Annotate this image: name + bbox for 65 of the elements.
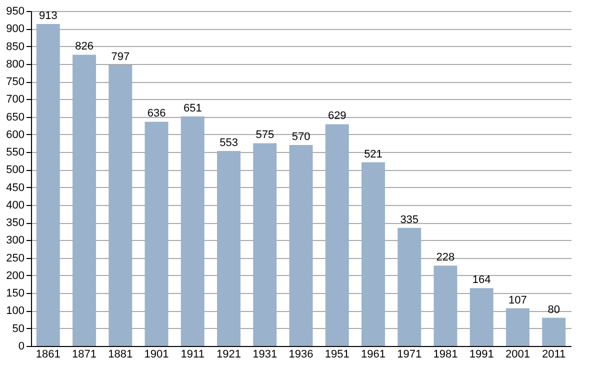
x-tick-label: 1911 [180, 348, 204, 360]
y-tick-label: 150 [6, 288, 24, 300]
bar [506, 308, 530, 346]
data-label: 913 [38, 10, 58, 22]
bar [398, 228, 422, 346]
data-label: 80 [548, 304, 560, 316]
bar [542, 318, 566, 346]
data-label: 575 [256, 129, 274, 142]
y-tick-label: 800 [6, 58, 24, 70]
bar [325, 124, 349, 346]
x-tick-label: 2011 [542, 348, 566, 360]
x-tick-label: 1871 [72, 348, 97, 360]
data-label: 521 [364, 148, 382, 160]
data-label: 164 [472, 274, 491, 286]
y-tick-label: 600 [6, 128, 24, 141]
bar [217, 150, 240, 346]
x-tick-label: 1881 [108, 348, 133, 360]
bar [144, 122, 168, 346]
data-label: 797 [111, 50, 130, 63]
x-tick-label: 2001 [505, 348, 530, 360]
x-tick-label: 1921 [216, 348, 241, 360]
x-tick-label: 1951 [324, 348, 350, 360]
bar [108, 64, 132, 346]
y-tick-label: 250 [6, 252, 24, 264]
y-tick-label: 750 [6, 76, 24, 88]
y-tick-label: 350 [6, 217, 24, 230]
data-label: 826 [75, 40, 94, 53]
x-tick-label: 1936 [288, 348, 314, 360]
x-tick-label: 1901 [144, 348, 169, 360]
bar [470, 288, 494, 346]
y-tick-label: 200 [6, 270, 24, 282]
y-tick-label: 50 [12, 322, 24, 335]
x-tick-label: 1991 [469, 348, 494, 360]
bar [180, 116, 204, 346]
y-tick-label: 550 [6, 146, 24, 159]
y-tick-label: 400 [6, 199, 24, 212]
y-tick-label: 100 [6, 305, 24, 318]
data-label: 629 [328, 110, 346, 122]
x-tick-label: 1931 [252, 348, 278, 360]
x-tick-label: 1961 [361, 348, 386, 360]
data-label: 570 [292, 131, 310, 143]
y-tick-label: 500 [6, 164, 24, 176]
bar [72, 54, 96, 346]
y-tick-label: 700 [6, 94, 24, 106]
bar [362, 162, 385, 346]
y-tick-label: 950 [6, 6, 24, 18]
data-label: 636 [147, 108, 166, 120]
bar [253, 143, 277, 346]
y-tick-label: 850 [6, 40, 24, 53]
x-tick-label: 1861 [36, 348, 60, 360]
data-label: 228 [436, 252, 455, 264]
x-tick-label: 1971 [397, 348, 422, 360]
bar [434, 266, 458, 346]
x-tick-label: 1981 [433, 348, 458, 360]
y-tick-label: 0 [18, 340, 24, 352]
bar [36, 24, 60, 346]
y-tick-label: 900 [6, 23, 24, 36]
bar [289, 145, 313, 346]
y-tick-label: 650 [6, 111, 24, 124]
data-label: 107 [508, 294, 527, 306]
data-label: 335 [400, 214, 419, 226]
y-tick-label: 300 [6, 234, 24, 247]
y-tick-label: 450 [6, 182, 24, 194]
data-label: 651 [183, 102, 202, 114]
data-label: 553 [220, 136, 238, 149]
